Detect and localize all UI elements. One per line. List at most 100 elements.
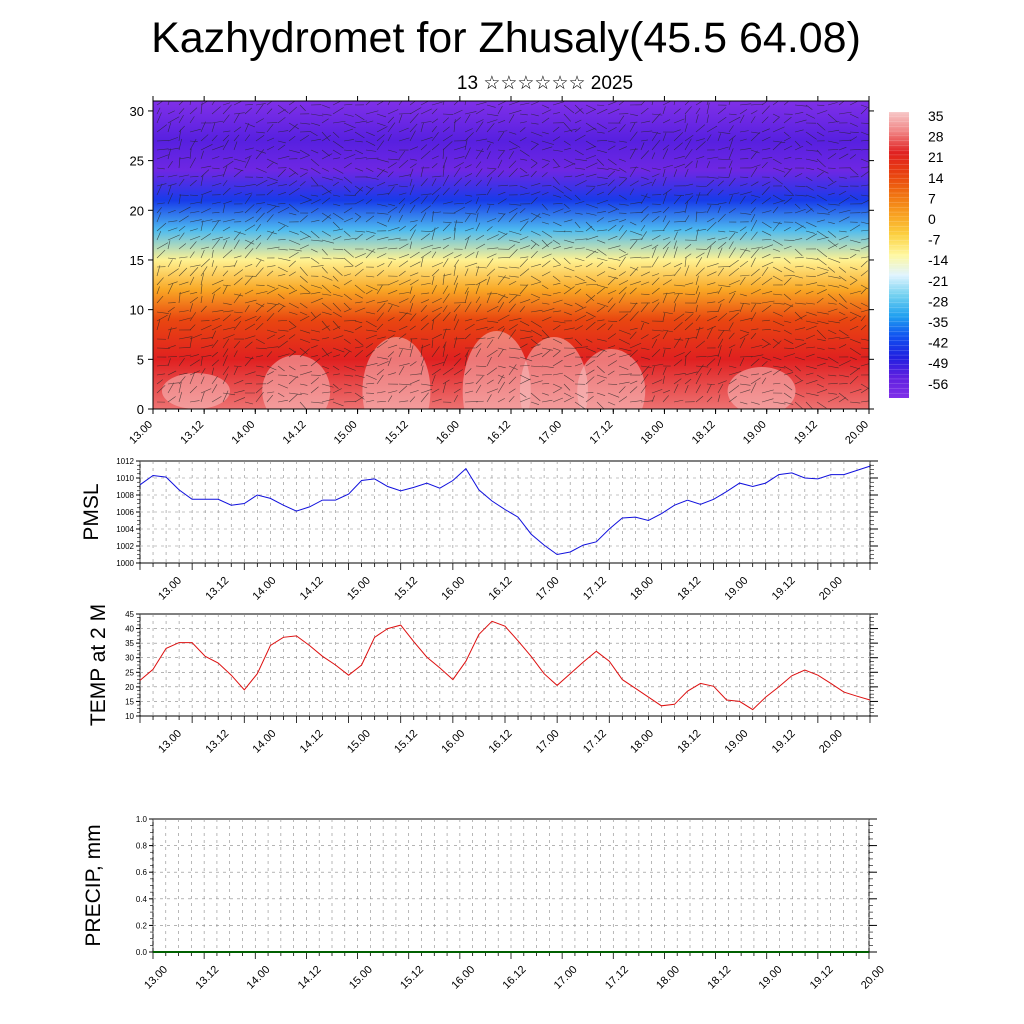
wind-arrow — [860, 211, 869, 214]
wind-arrow — [772, 329, 781, 332]
wind-arrow — [596, 365, 605, 374]
wind-arrow — [409, 220, 418, 223]
y-tick-label: 40 — [125, 625, 134, 634]
wind-arrow — [629, 230, 643, 236]
wind-arrow — [706, 161, 711, 169]
wind-arrow — [288, 393, 298, 403]
wind-arrow — [860, 194, 869, 197]
wind-arrow — [574, 288, 582, 295]
wind-arrow — [838, 139, 852, 142]
wind-arrow — [607, 101, 617, 106]
wind-arrow — [838, 257, 849, 259]
wind-arrow — [365, 284, 378, 291]
wind-arrow — [508, 230, 522, 235]
wind-arrow — [442, 141, 453, 151]
wind-arrow — [420, 178, 428, 187]
wind-arrow — [750, 132, 761, 142]
x-tick-label: 13.00 — [127, 419, 155, 447]
wind-arrow — [860, 387, 869, 394]
wind-arrow — [486, 367, 498, 376]
wind-arrow — [277, 305, 285, 313]
wind-arrow — [475, 243, 486, 250]
wind-arrow — [783, 302, 794, 308]
wind-arrow — [541, 260, 551, 268]
wind-arrow — [739, 276, 746, 286]
wind-arrow — [442, 311, 451, 322]
wind-arrow — [255, 149, 265, 160]
wind-arrow — [310, 248, 318, 253]
wind-arrow — [596, 347, 607, 352]
wind-arrow — [552, 208, 564, 214]
wind-arrow — [299, 284, 311, 293]
wind-arrow — [541, 146, 553, 151]
wind-arrow — [189, 211, 200, 214]
wind-arrow — [519, 365, 530, 367]
wind-arrow — [497, 294, 506, 304]
wind-arrow — [827, 257, 841, 263]
wind-arrow — [178, 138, 182, 151]
wind-arrow — [794, 392, 805, 398]
wind-arrow — [596, 248, 607, 256]
wind-arrow — [574, 325, 583, 331]
wind-arrow — [574, 104, 584, 114]
wind-arrow — [838, 374, 850, 378]
wind-arrow — [343, 400, 356, 403]
wind-arrow — [816, 203, 829, 211]
wind-arrow — [827, 113, 838, 123]
wind-arrow — [200, 175, 204, 187]
wind-arrow — [464, 128, 473, 133]
wind-arrow — [805, 176, 813, 182]
wind-arrow — [508, 140, 521, 148]
wind-arrow — [442, 328, 447, 340]
wind-arrow — [629, 201, 643, 205]
wind-arrow — [255, 207, 262, 214]
wind-arrow — [222, 310, 234, 313]
wind-arrow — [200, 388, 212, 394]
wind-arrow — [222, 355, 228, 367]
wind-arrow — [827, 392, 838, 395]
wind-arrow — [431, 251, 437, 259]
wind-arrow — [607, 353, 617, 358]
wind-arrow — [398, 198, 406, 205]
wind-arrow — [321, 104, 331, 109]
wind-arrow — [673, 293, 683, 295]
wind-arrow — [508, 388, 516, 394]
wind-arrow — [486, 336, 495, 340]
wind-arrow — [398, 101, 403, 106]
wind-arrow — [255, 135, 265, 142]
wind-arrow — [244, 204, 255, 214]
wind-arrow — [827, 320, 840, 324]
wind-arrow — [629, 113, 638, 116]
wind-arrow — [299, 401, 307, 409]
wind-arrow — [541, 221, 549, 225]
wind-arrow — [860, 199, 869, 205]
wind-arrow — [673, 132, 684, 142]
wind-arrow — [244, 248, 254, 259]
x-tick-label: 18.12 — [675, 575, 703, 603]
wind-arrow — [178, 232, 185, 241]
wind-arrow — [838, 397, 847, 403]
wind-arrow — [178, 317, 192, 322]
wind-arrow — [365, 120, 374, 124]
wind-arrow — [288, 167, 299, 175]
wind-arrow — [673, 246, 678, 259]
wind-arrow — [332, 221, 340, 229]
wind-arrow — [761, 261, 774, 268]
wind-arrow — [684, 253, 692, 259]
wind-arrow — [343, 154, 356, 160]
wind-arrow — [222, 338, 230, 349]
wind-arrow — [816, 329, 827, 340]
wind-arrow — [629, 166, 637, 178]
wind-arrow — [618, 167, 627, 173]
wind-arrow — [640, 271, 650, 277]
wind-arrow — [497, 230, 507, 236]
wind-arrow — [695, 101, 703, 106]
wind-arrow — [277, 207, 290, 214]
wind-arrow — [376, 340, 388, 349]
wind-arrow — [431, 388, 440, 394]
wind-arrow — [321, 391, 332, 394]
wind-arrow — [706, 291, 719, 295]
heat-blob — [262, 355, 331, 409]
wind-arrow — [706, 102, 710, 115]
